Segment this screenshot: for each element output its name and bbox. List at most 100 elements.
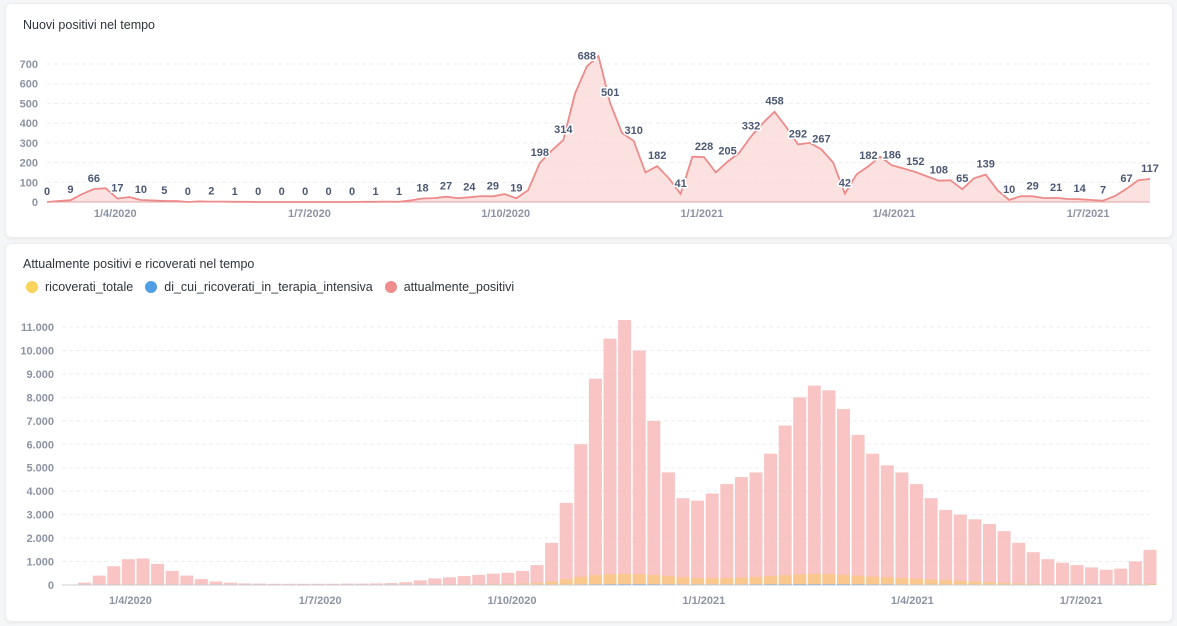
bar-ricoverati-totale xyxy=(486,583,500,585)
data-label: 1 xyxy=(372,186,378,198)
bar-attualmente-positivi xyxy=(1143,549,1157,585)
bar-attualmente-positivi xyxy=(107,566,121,585)
bar-attualmente-positivi xyxy=(588,378,602,585)
data-label: 2 xyxy=(208,186,214,198)
y-tick-label: 3.000 xyxy=(26,510,54,522)
bar-attualmente-positivi xyxy=(1085,567,1099,585)
legend-item-attualmente-positivi[interactable]: attualmente_positivi xyxy=(384,280,515,294)
bar-attualmente-positivi xyxy=(997,531,1011,585)
series-line xyxy=(46,54,1151,203)
data-label: 182 xyxy=(859,150,877,162)
bar-attualmente-positivi xyxy=(472,574,486,585)
bar-ricoverati-totale xyxy=(764,576,778,585)
bar-attualmente-positivi xyxy=(632,350,646,585)
x-tick-label: 1/10/2020 xyxy=(481,208,530,220)
y-tick-label: 600 xyxy=(20,79,38,91)
bar-attualmente-positivi xyxy=(691,500,705,585)
bar-attualmente-positivi xyxy=(501,572,515,585)
legend-label: di_cui_ricoverati_in_terapia_intensiva xyxy=(164,280,373,294)
x-tick-label: 1/7/2021 xyxy=(1060,595,1103,607)
x-tick-label: 1/4/2021 xyxy=(891,595,934,607)
bar-attualmente-positivi xyxy=(457,576,471,585)
data-label: 17 xyxy=(111,183,123,195)
y-tick-label: 500 xyxy=(20,98,38,110)
data-label: 27 xyxy=(440,181,452,193)
bar-attualmente-positivi xyxy=(121,559,135,585)
bar-ricoverati-totale xyxy=(588,575,602,585)
data-label: 108 xyxy=(930,165,948,177)
legend-dot-icon xyxy=(384,281,397,293)
data-label: 314 xyxy=(554,124,573,136)
bar-attualmente-positivi xyxy=(939,509,953,585)
bar-ricoverati-totale xyxy=(910,578,923,585)
bar-ricoverati-totale xyxy=(545,581,559,585)
bar-ricoverati-totale xyxy=(851,575,865,585)
data-label: 332 xyxy=(742,121,760,133)
y-tick-label: 400 xyxy=(20,118,38,130)
data-label: 0 xyxy=(44,186,50,198)
bar-ricoverati-totale xyxy=(983,582,996,585)
data-label: 198 xyxy=(531,147,549,159)
bar-attualmente-positivi xyxy=(647,420,661,585)
bar-attualmente-positivi xyxy=(355,583,369,585)
x-tick-label: 1/7/2020 xyxy=(288,208,331,220)
y-tick-label: 7.000 xyxy=(26,416,54,428)
bar-attualmente-positivi xyxy=(734,477,748,585)
data-label: 186 xyxy=(883,149,901,161)
y-tick-label: 8.000 xyxy=(26,392,54,404)
legend-dot-icon xyxy=(26,281,38,293)
bar-attualmente-positivi xyxy=(851,434,865,585)
bar-attualmente-positivi xyxy=(895,472,909,585)
y-tick-label: 200 xyxy=(20,158,38,170)
bar-ricoverati-totale xyxy=(1143,583,1157,585)
legend-item-ricoverati-totale[interactable]: ricoverati_totale xyxy=(26,280,133,294)
data-label: 29 xyxy=(1027,180,1039,192)
data-label: 10 xyxy=(135,184,147,196)
data-label: 41 xyxy=(675,178,687,190)
bar-attualmente-positivi xyxy=(968,519,982,585)
bar-attualmente-positivi xyxy=(793,397,807,585)
y-tick-label: 9.000 xyxy=(26,369,54,381)
data-label: 24 xyxy=(463,181,476,193)
data-label: 65 xyxy=(956,173,968,185)
data-label: 0 xyxy=(349,186,355,198)
bar-attualmente-positivi xyxy=(1056,562,1069,585)
legend-item-terapia-intensiva[interactable]: di_cui_ricoverati_in_terapia_intensiva xyxy=(145,280,373,294)
bar-ricoverati-totale xyxy=(749,577,763,585)
bar-attualmente-positivi xyxy=(443,577,456,585)
bar-attualmente-positivi xyxy=(661,472,675,585)
bar-attualmente-positivi xyxy=(676,498,690,585)
bar-ricoverati-totale xyxy=(530,582,544,585)
bar-attualmente-positivi xyxy=(618,320,632,585)
bar-attualmente-positivi xyxy=(705,493,719,585)
data-label: 1 xyxy=(396,186,402,198)
bar-attualmente-positivi xyxy=(1041,559,1055,585)
bar-attualmente-positivi xyxy=(837,409,850,585)
data-label: 0 xyxy=(326,186,332,198)
data-label: 10 xyxy=(1003,184,1015,196)
legend-label: attualmente_positivi xyxy=(403,280,515,294)
bar-attualmente-positivi xyxy=(370,583,383,585)
data-label: 205 xyxy=(718,146,736,158)
data-label: 0 xyxy=(279,186,285,198)
y-tick-label: 100 xyxy=(20,177,38,189)
bar-attualmente-positivi xyxy=(807,385,821,585)
x-tick-label: 1/1/2021 xyxy=(681,208,724,220)
data-label: 0 xyxy=(185,186,191,198)
y-tick-label: 700 xyxy=(20,59,38,71)
bar-attualmente-positivi xyxy=(530,565,544,585)
bar-attualmente-positivi xyxy=(559,502,573,585)
bar-attualmente-positivi xyxy=(238,583,252,585)
bar-attualmente-positivi xyxy=(399,582,413,585)
bar-attualmente-positivi xyxy=(749,472,763,585)
y-tick-label: 6.000 xyxy=(26,439,54,451)
bar-attualmente-positivi xyxy=(194,579,208,585)
bar-attualmente-positivi xyxy=(92,575,106,585)
y-tick-label: 5.000 xyxy=(26,463,54,475)
y-tick-label: 11.000 xyxy=(21,322,54,334)
data-label: 267 xyxy=(812,133,830,145)
data-label: 0 xyxy=(255,186,261,198)
data-label: 139 xyxy=(977,159,995,171)
